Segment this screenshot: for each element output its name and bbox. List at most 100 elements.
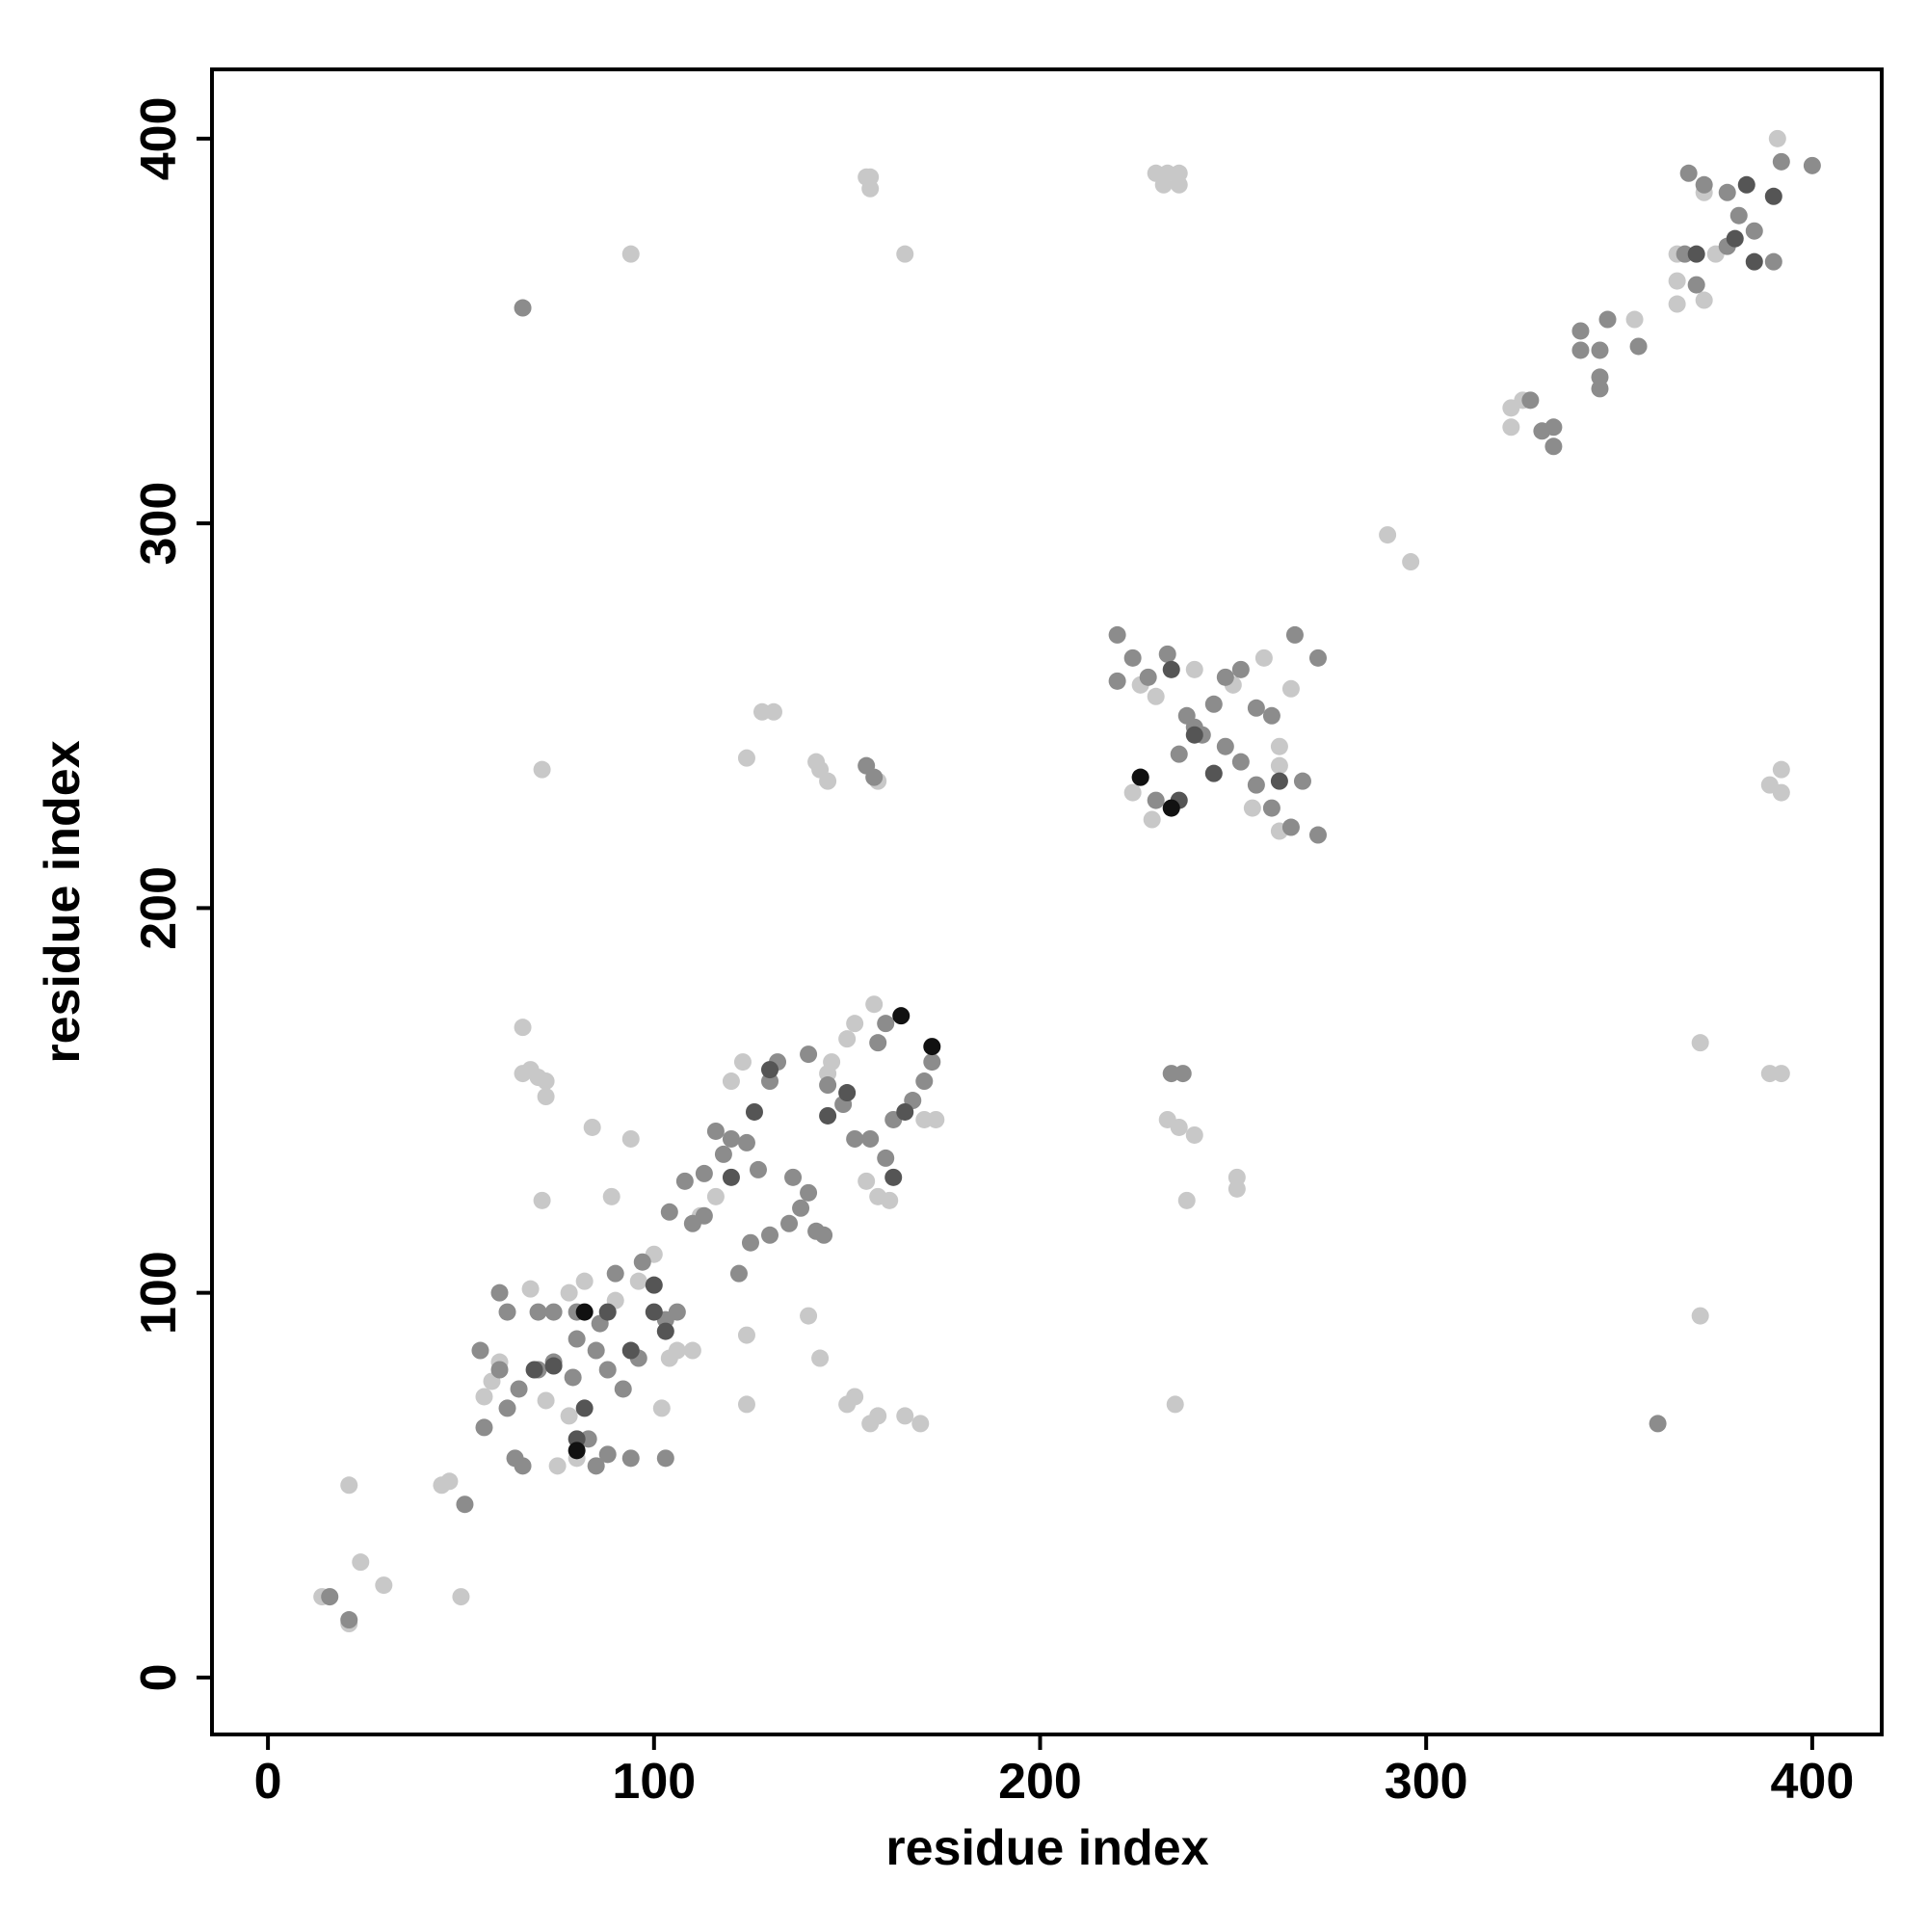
point: [765, 702, 783, 721]
point: [858, 168, 876, 186]
point: [1231, 660, 1250, 678]
point: [514, 299, 532, 317]
point: [629, 1272, 647, 1290]
point: [784, 1168, 803, 1186]
point: [668, 1303, 686, 1321]
point: [745, 1102, 763, 1121]
y-tick-label: 200: [131, 866, 187, 950]
point: [1204, 764, 1223, 782]
point: [606, 1264, 624, 1283]
x-tick-label: 400: [1770, 1754, 1854, 1810]
point: [452, 1588, 470, 1606]
point: [1695, 175, 1713, 194]
point: [761, 1226, 779, 1244]
point: [537, 1088, 555, 1106]
point: [1174, 1065, 1192, 1083]
point: [587, 1341, 605, 1360]
point: [800, 1045, 818, 1064]
point: [923, 1053, 941, 1072]
point: [1772, 760, 1790, 779]
point: [1308, 648, 1327, 667]
point: [560, 1284, 578, 1302]
point: [652, 1399, 671, 1417]
point: [456, 1495, 474, 1514]
point: [548, 1457, 567, 1475]
point: [560, 1407, 578, 1425]
point: [838, 1030, 857, 1048]
point: [1154, 175, 1173, 194]
point: [695, 1206, 713, 1225]
point: [1687, 276, 1705, 294]
point: [498, 1303, 516, 1321]
point: [1745, 222, 1763, 240]
point: [660, 1203, 678, 1221]
point: [544, 1303, 563, 1321]
point: [1216, 668, 1234, 686]
point: [533, 1191, 551, 1209]
point: [1745, 252, 1763, 271]
x-tick-label: 0: [254, 1754, 282, 1810]
point: [1691, 1307, 1709, 1325]
point: [1204, 695, 1223, 713]
point: [1695, 291, 1713, 309]
point: [598, 1361, 617, 1379]
point: [1502, 418, 1520, 437]
point: [1772, 1065, 1790, 1083]
point: [1147, 687, 1165, 705]
point: [1247, 699, 1265, 717]
point: [1718, 183, 1736, 201]
point: [340, 1611, 358, 1629]
point: [811, 760, 830, 779]
point: [498, 1399, 516, 1417]
plot-frame: [210, 67, 1884, 1736]
point: [1691, 1034, 1709, 1052]
point: [1162, 660, 1180, 678]
point: [668, 1341, 686, 1360]
point: [1772, 783, 1790, 802]
point: [877, 1015, 895, 1033]
point: [1170, 745, 1188, 763]
y-tick-label: 100: [131, 1251, 187, 1335]
point: [544, 1357, 563, 1375]
point: [506, 1449, 524, 1468]
point: [846, 1388, 864, 1406]
point: [1502, 399, 1520, 417]
point: [521, 1061, 540, 1079]
y-tick-label: 300: [131, 482, 187, 566]
point: [1108, 672, 1126, 690]
point: [1147, 791, 1165, 809]
point: [1764, 252, 1782, 271]
point: [722, 1072, 740, 1091]
point: [741, 1233, 759, 1252]
point: [525, 1361, 543, 1379]
x-axis-label: residue index: [885, 1820, 1208, 1876]
point: [706, 1187, 725, 1205]
point: [1158, 645, 1176, 663]
point: [722, 1168, 740, 1186]
point: [621, 1129, 640, 1148]
x-tick-label: 200: [998, 1754, 1082, 1810]
y-axis-label: residue index: [35, 740, 91, 1063]
point: [823, 1053, 841, 1072]
point: [1231, 753, 1250, 771]
point: [780, 1214, 799, 1232]
point: [1625, 310, 1644, 329]
point: [1571, 322, 1590, 340]
point: [1177, 1191, 1196, 1209]
point: [881, 1191, 899, 1209]
point: [819, 1076, 837, 1095]
point: [927, 1110, 945, 1128]
point: [1726, 229, 1744, 248]
point: [737, 749, 755, 767]
point: [819, 1106, 837, 1125]
point: [722, 1129, 740, 1148]
point: [1227, 1179, 1246, 1198]
x-tick-label: 100: [612, 1754, 696, 1810]
point: [1591, 380, 1609, 398]
point: [1216, 737, 1234, 755]
y-tick-label: 400: [131, 96, 187, 180]
point: [737, 1133, 755, 1151]
point: [1108, 625, 1126, 644]
point: [340, 1476, 358, 1495]
